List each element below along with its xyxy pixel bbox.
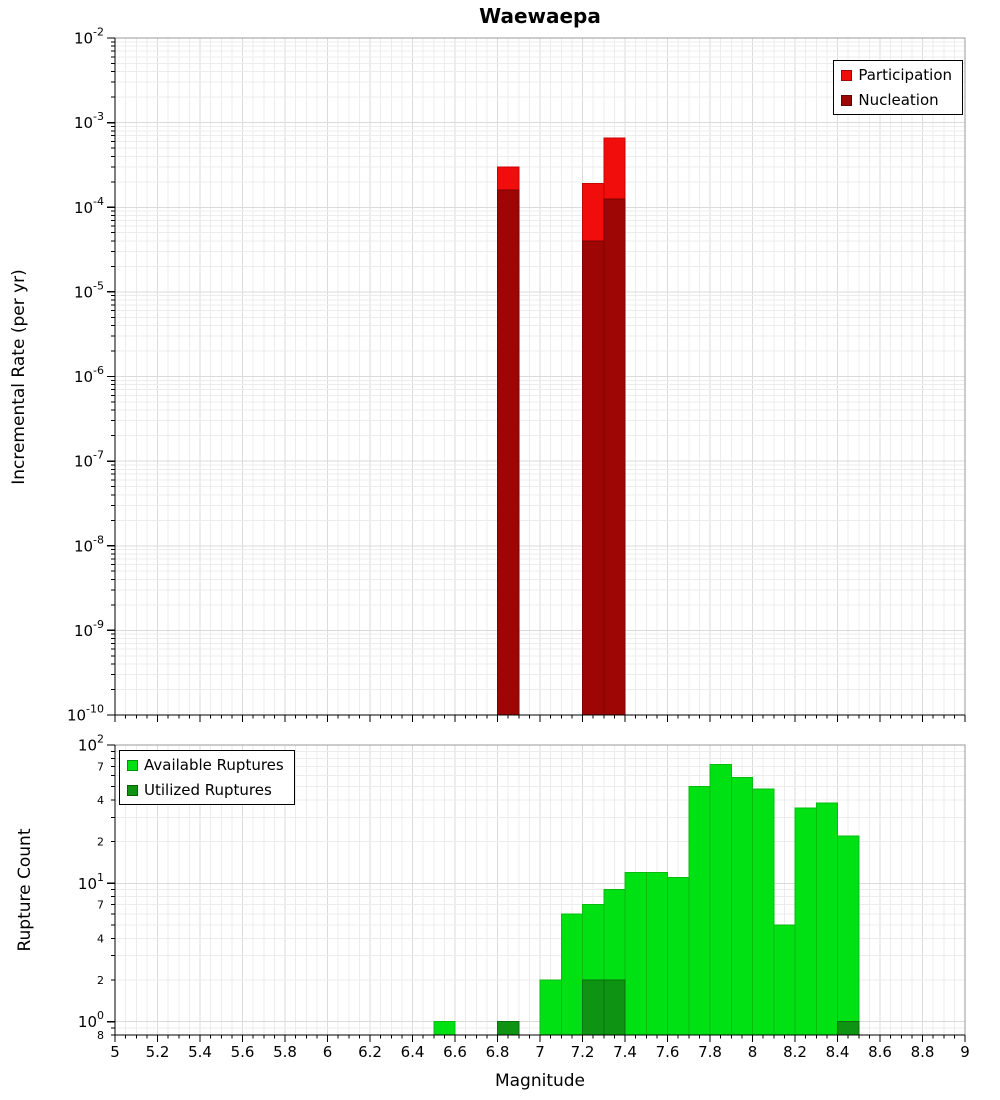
legend-item-participation: Participation (841, 66, 952, 84)
y-tick-label: 10-5 (74, 279, 104, 301)
nucleation-bar (497, 189, 520, 716)
y-tick-label: 101 (78, 871, 104, 893)
x-tick-label: 7.6 (656, 1043, 680, 1061)
utilized-ruptures-bar (497, 1021, 520, 1036)
nucleation-bar (603, 198, 626, 716)
available-ruptures-bar (752, 788, 775, 1036)
utilized-ruptures-bar (582, 979, 605, 1036)
x-tick-label: 5.8 (273, 1043, 297, 1061)
available-ruptures-bar (433, 1021, 456, 1036)
x-tick-label: 8.8 (911, 1043, 935, 1061)
utilized-ruptures-legend-label: Utilized Ruptures (144, 781, 272, 799)
y-minor-tick-label: 7 (97, 760, 104, 773)
available-ruptures-legend-label: Available Ruptures (144, 756, 284, 774)
x-tick-label: 7.4 (613, 1043, 637, 1061)
x-tick-label: 5.4 (188, 1043, 212, 1061)
x-tick-label: 6.8 (486, 1043, 510, 1061)
y-minor-tick-label: 2 (97, 836, 104, 849)
available-ruptures-bar (645, 871, 668, 1036)
available-ruptures-swatch-icon (127, 759, 138, 771)
utilized-ruptures-bar (603, 979, 626, 1036)
available-ruptures-bar (624, 871, 647, 1036)
x-tick-label: 9 (960, 1043, 970, 1061)
nucleation-swatch-icon (841, 94, 853, 106)
x-tick-label: 8.6 (868, 1043, 892, 1061)
available-ruptures-bar (815, 802, 838, 1036)
x-tick-label: 6 (323, 1043, 333, 1061)
available-ruptures-bar (688, 786, 711, 1036)
available-ruptures-bar (709, 764, 732, 1036)
utilized-ruptures-bar (837, 1021, 860, 1036)
y-tick-label: 100 (78, 1009, 104, 1031)
x-tick-label: 8.2 (783, 1043, 807, 1061)
y-tick-label: 10-3 (74, 110, 104, 132)
legend-item-available-ruptures: Available Ruptures (127, 756, 284, 774)
chart-title: Waewaepa (479, 4, 601, 28)
x-tick-label: 6.4 (401, 1043, 425, 1061)
legend-item-utilized-ruptures: Utilized Ruptures (127, 781, 284, 799)
participation-swatch-icon (841, 69, 853, 81)
x-tick-label: 8.4 (826, 1043, 850, 1061)
available-ruptures-bar (560, 913, 583, 1036)
y-minor-tick-label: 8 (97, 1029, 104, 1042)
y-tick-label: 10-10 (67, 703, 104, 725)
x-tick-label: 5 (110, 1043, 120, 1061)
available-ruptures-bar (837, 835, 860, 1036)
y-tick-label: 10-9 (74, 618, 104, 640)
x-axis-title: Magnitude (495, 1071, 585, 1091)
available-ruptures-bar (539, 979, 562, 1036)
x-tick-label: 5.2 (146, 1043, 170, 1061)
y-tick-label: 10-4 (74, 195, 104, 217)
available-ruptures-bar (773, 924, 796, 1036)
x-tick-label: 7.8 (698, 1043, 722, 1061)
bottom-chart-legend: Available Ruptures Utilized Ruptures (119, 750, 295, 805)
participation-legend-label: Participation (858, 66, 952, 84)
y-minor-tick-label: 4 (97, 932, 104, 945)
y-minor-tick-label: 7 (97, 899, 104, 912)
y-minor-tick-label: 4 (97, 794, 104, 807)
x-tick-label: 7 (535, 1043, 545, 1061)
x-tick-label: 8 (748, 1043, 758, 1061)
y-tick-label: 10-8 (74, 533, 104, 555)
x-tick-label: 5.6 (231, 1043, 255, 1061)
bottom-y-axis-title: Rupture Count (15, 828, 35, 951)
available-ruptures-bar (667, 877, 690, 1036)
y-tick-label: 102 (78, 733, 104, 755)
y-minor-tick-label: 2 (97, 974, 104, 987)
x-tick-label: 7.2 (571, 1043, 595, 1061)
top-chart-bars (497, 137, 626, 716)
top-y-axis-title: Incremental Rate (per yr) (9, 269, 29, 485)
x-tick-label: 6.6 (443, 1043, 467, 1061)
y-tick-label: 10-6 (74, 364, 104, 386)
available-ruptures-bar (794, 807, 817, 1036)
y-tick-label: 10-7 (74, 449, 104, 471)
y-tick-label: 10-2 (74, 26, 104, 48)
utilized-ruptures-swatch-icon (127, 784, 138, 796)
top-chart-legend: Participation Nucleation (833, 60, 963, 115)
nucleation-legend-label: Nucleation (858, 91, 939, 109)
available-ruptures-bar (730, 777, 753, 1036)
top-chart-gridlines (114, 37, 966, 716)
x-tick-label: 6.2 (358, 1043, 382, 1061)
legend-item-nucleation: Nucleation (841, 91, 952, 109)
nucleation-bar (582, 240, 605, 716)
